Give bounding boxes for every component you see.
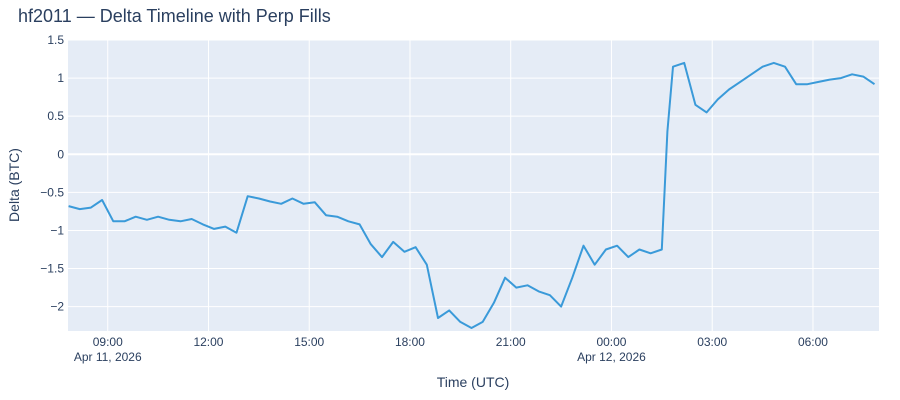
x-tick-label: 21:00: [496, 335, 526, 349]
plot-area: [68, 40, 879, 331]
y-tick-label: −1.5: [40, 262, 64, 276]
y-tick-label: −1: [50, 223, 64, 237]
y-axis-label: Delta (BTC): [6, 148, 22, 222]
y-tick-label: 0.5: [47, 109, 64, 123]
x-tick-label: 00:00 Apr 12, 2026: [577, 335, 646, 364]
y-tick-label: −2: [50, 300, 64, 314]
x-tick-label: 06:00: [798, 335, 828, 349]
y-tick-label: 1.5: [47, 33, 64, 47]
y-tick-label: 1: [57, 71, 64, 85]
y-tick-label: 0: [57, 147, 64, 161]
y-tick-label: −0.5: [40, 185, 64, 199]
x-tick-label: 09:00 Apr 11, 2026: [74, 335, 142, 364]
x-tick-label: 03:00: [697, 335, 727, 349]
chart-title: hf2011 — Delta Timeline with Perp Fills: [18, 6, 331, 26]
x-axis-label: Time (UTC): [437, 374, 510, 390]
x-tick-label: 15:00: [294, 335, 324, 349]
x-tick-label: 12:00: [193, 335, 223, 349]
x-tick-label: 18:00: [395, 335, 425, 349]
data-line: [68, 61, 876, 329]
